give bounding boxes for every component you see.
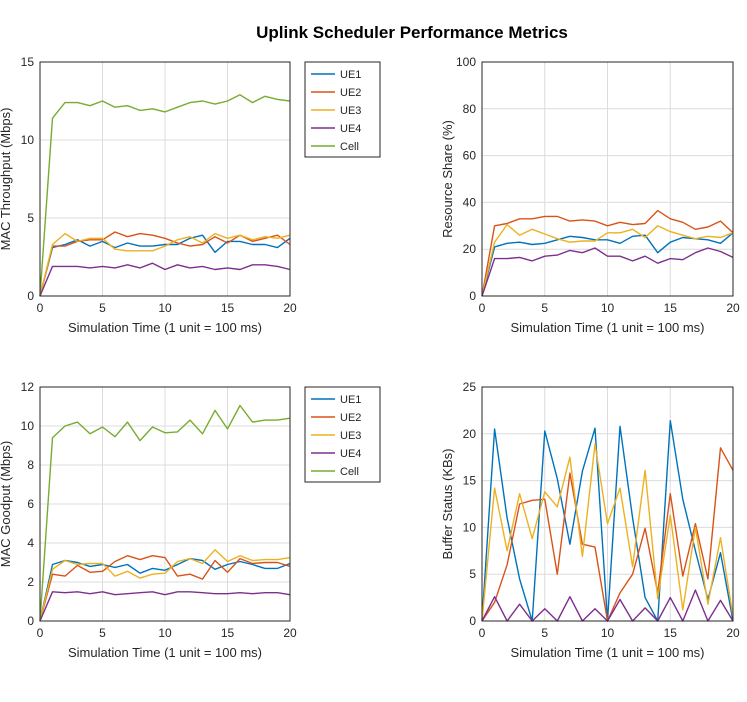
y-axis-label: MAC Goodput (Mbps)	[0, 441, 13, 567]
x-axis-label: Simulation Time (1 unit = 100 ms)	[511, 320, 705, 335]
y-tick-label: 40	[463, 195, 477, 209]
throughput-subplot: 0 5 10 15 20 0 5 10 15 Simulation Time (1 unit = …	[0, 55, 381, 335]
goodput-subplot: 0 5 10 15 20 0 2 4 6 8 10 12 Simulation Time (1 unit…	[0, 380, 381, 660]
x-tick-label: 15	[221, 626, 235, 640]
y-tick-label: 10	[21, 419, 35, 433]
y-tick-label: 0	[469, 289, 476, 303]
y-tick-label: 0	[27, 289, 34, 303]
x-tick-label: 20	[726, 626, 740, 640]
buffer-status-subplot: 0 5 10 15 20 0 5 10 15 20 25 Simulation Time (1 uni…	[440, 380, 740, 660]
legend-label-ue2: UE2	[340, 412, 361, 424]
axes-box	[39, 386, 291, 622]
series-line-ue1	[39, 234, 291, 297]
y-tick-label: 20	[463, 242, 477, 256]
legend-label-ue1: UE1	[340, 394, 361, 406]
x-tick-label: 20	[726, 301, 740, 315]
series-line-ue3	[481, 443, 734, 622]
y-tick-label: 0	[27, 614, 34, 628]
y-axis-label: Buffer Status (KBs)	[440, 448, 455, 559]
x-tick-label: 0	[37, 626, 44, 640]
y-tick-label: 5	[27, 211, 34, 225]
axes-box	[481, 61, 734, 297]
x-tick-label: 10	[601, 301, 615, 315]
series-line-ue2	[481, 209, 734, 297]
legend-label-ue4: UE4	[340, 448, 361, 460]
axes-box	[39, 61, 291, 297]
y-tick-label: 25	[463, 380, 477, 394]
legend-label-ue3: UE3	[340, 430, 361, 442]
series-line-ue4	[39, 591, 291, 622]
y-tick-label: 10	[21, 133, 35, 147]
y-tick-label: 12	[21, 380, 35, 394]
y-tick-label: 0	[469, 614, 476, 628]
y-tick-label: 100	[456, 55, 476, 69]
x-tick-label: 10	[158, 626, 172, 640]
series-line-ue1	[481, 232, 734, 297]
y-tick-label: 10	[463, 520, 477, 534]
legend: UE1 UE2 UE3 UE4 Cell	[304, 386, 381, 483]
x-axis-label: Simulation Time (1 unit = 100 ms)	[68, 645, 262, 660]
x-axis-label: Simulation Time (1 unit = 100 ms)	[511, 645, 705, 660]
x-tick-label: 15	[664, 301, 678, 315]
legend: UE1 UE2 UE3 UE4 Cell	[304, 61, 381, 158]
y-tick-label: 15	[463, 474, 477, 488]
legend-label-ue1: UE1	[340, 69, 361, 81]
y-tick-label: 15	[21, 55, 35, 69]
figure-title: Uplink Scheduler Performance Metrics	[256, 23, 568, 42]
x-tick-label: 5	[99, 301, 106, 315]
x-tick-label: 0	[479, 626, 486, 640]
legend-label-cell: Cell	[340, 141, 359, 153]
x-tick-label: 20	[283, 626, 297, 640]
x-tick-label: 10	[158, 301, 172, 315]
x-tick-label: 5	[99, 626, 106, 640]
axes-box	[481, 386, 734, 622]
x-tick-label: 15	[664, 626, 678, 640]
x-tick-label: 15	[221, 301, 235, 315]
legend-label-cell: Cell	[340, 466, 359, 478]
y-tick-label: 2	[27, 575, 34, 589]
series-line-ue2	[39, 555, 291, 622]
x-tick-label: 20	[283, 301, 297, 315]
y-tick-label: 20	[463, 427, 477, 441]
y-tick-label: 4	[27, 536, 34, 550]
series-line-ue4	[39, 262, 291, 297]
legend-label-ue2: UE2	[340, 87, 361, 99]
resource-share-subplot: 0 5 10 15 20 0 20 40 60 80 100 Simulation Time (1 u…	[440, 55, 740, 335]
y-tick-label: 8	[27, 458, 34, 472]
x-tick-label: 0	[479, 301, 486, 315]
series-line-cell	[39, 94, 291, 297]
x-tick-label: 5	[541, 626, 548, 640]
y-tick-label: 80	[463, 102, 477, 116]
legend-label-ue3: UE3	[340, 105, 361, 117]
series-line-ue3	[39, 232, 291, 297]
x-tick-label: 5	[541, 301, 548, 315]
y-axis-label: MAC Throughput (Mbps)	[0, 108, 13, 251]
x-axis-label: Simulation Time (1 unit = 100 ms)	[68, 320, 262, 335]
legend-label-ue4: UE4	[340, 123, 361, 135]
y-tick-label: 60	[463, 149, 477, 163]
series-line-ue3	[481, 223, 734, 297]
series-line-cell	[39, 404, 291, 622]
x-tick-label: 10	[601, 626, 615, 640]
y-tick-label: 5	[469, 567, 476, 581]
series-line-ue3	[39, 549, 291, 622]
x-tick-label: 0	[37, 301, 44, 315]
y-tick-label: 6	[27, 497, 34, 511]
y-axis-label: Resource Share (%)	[440, 120, 455, 238]
series-line-ue4	[481, 247, 734, 297]
